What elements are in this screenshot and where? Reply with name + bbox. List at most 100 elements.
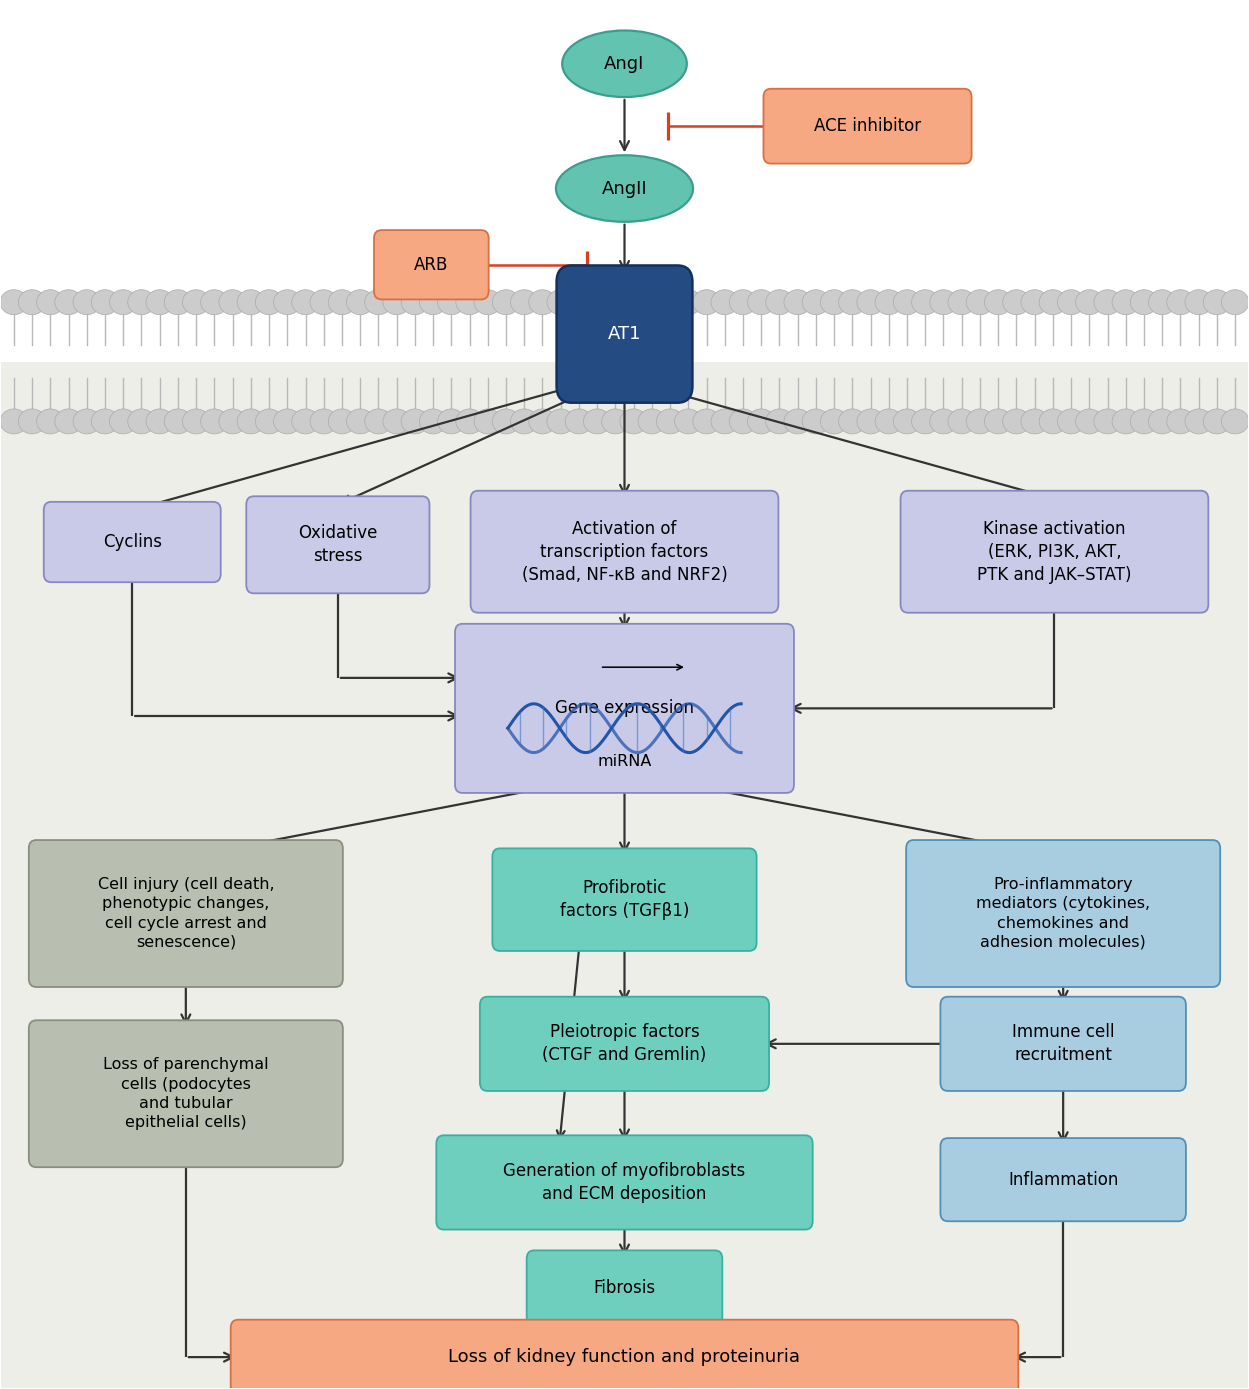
Text: AT1: AT1 [608,325,641,343]
Ellipse shape [36,408,64,433]
Ellipse shape [1130,290,1158,315]
Text: AngII: AngII [602,179,647,197]
Text: Gene expression: Gene expression [555,700,694,717]
Ellipse shape [583,408,611,433]
Ellipse shape [747,290,774,315]
Ellipse shape [984,290,1012,315]
Ellipse shape [146,408,174,433]
Ellipse shape [310,290,337,315]
Ellipse shape [1058,408,1085,433]
Ellipse shape [1020,408,1048,433]
Ellipse shape [893,290,921,315]
Ellipse shape [127,290,155,315]
Ellipse shape [948,290,975,315]
Ellipse shape [328,290,356,315]
Ellipse shape [182,290,210,315]
Ellipse shape [201,408,229,433]
Ellipse shape [91,290,119,315]
FancyBboxPatch shape [557,265,692,403]
Text: Loss of kidney function and proteinuria: Loss of kidney function and proteinuria [448,1349,801,1367]
Text: Oxidative
stress: Oxidative stress [299,524,377,565]
Ellipse shape [838,290,866,315]
Ellipse shape [219,290,246,315]
Text: Pleiotropic factors
(CTGF and Gremlin): Pleiotropic factors (CTGF and Gremlin) [542,1024,707,1064]
Ellipse shape [602,290,629,315]
Ellipse shape [420,408,447,433]
Ellipse shape [566,290,592,315]
Ellipse shape [657,290,683,315]
Ellipse shape [620,290,647,315]
Ellipse shape [1222,408,1249,433]
Ellipse shape [219,408,246,433]
Text: Immune cell
recruitment: Immune cell recruitment [1012,1024,1114,1064]
Text: Profibrotic
factors (TGFβ1): Profibrotic factors (TGFβ1) [560,879,689,920]
Ellipse shape [747,408,774,433]
Ellipse shape [237,290,265,315]
FancyBboxPatch shape [373,231,488,300]
Ellipse shape [528,408,556,433]
FancyBboxPatch shape [29,840,343,988]
Ellipse shape [274,408,301,433]
Ellipse shape [475,408,502,433]
Text: Cyclins: Cyclins [102,533,161,551]
Ellipse shape [1075,290,1103,315]
Ellipse shape [255,408,282,433]
Ellipse shape [274,290,301,315]
Ellipse shape [1185,408,1213,433]
Ellipse shape [784,408,812,433]
Ellipse shape [1003,290,1030,315]
Ellipse shape [693,408,721,433]
Ellipse shape [182,408,210,433]
Text: ACE inhibitor: ACE inhibitor [814,117,921,135]
Ellipse shape [383,408,411,433]
Ellipse shape [1203,290,1230,315]
Ellipse shape [201,290,229,315]
Ellipse shape [528,290,556,315]
Text: Loss of parenchymal
cells (podocytes
and tubular
epithelial cells): Loss of parenchymal cells (podocytes and… [102,1057,269,1131]
Ellipse shape [475,290,502,315]
Ellipse shape [821,290,848,315]
Text: Kinase activation
(ERK, PI3K, AKT,
PTK and JAK–STAT): Kinase activation (ERK, PI3K, AKT, PTK a… [977,519,1132,583]
Ellipse shape [1112,290,1139,315]
Ellipse shape [1094,408,1122,433]
Ellipse shape [511,290,538,315]
Ellipse shape [838,408,866,433]
Ellipse shape [1058,290,1085,315]
FancyBboxPatch shape [480,997,769,1090]
Ellipse shape [562,31,687,97]
Text: Generation of myofibroblasts
and ECM deposition: Generation of myofibroblasts and ECM dep… [503,1163,746,1203]
Ellipse shape [876,290,903,315]
Ellipse shape [967,408,994,433]
Ellipse shape [346,290,373,315]
Ellipse shape [729,290,757,315]
Bar [1,361,1248,1388]
Ellipse shape [127,408,155,433]
Ellipse shape [511,408,538,433]
FancyBboxPatch shape [940,1138,1185,1221]
Ellipse shape [657,408,683,433]
FancyBboxPatch shape [940,997,1185,1090]
Ellipse shape [1020,290,1048,315]
Ellipse shape [583,290,611,315]
Ellipse shape [893,408,921,433]
Ellipse shape [55,408,82,433]
Ellipse shape [638,408,666,433]
Ellipse shape [674,290,702,315]
Ellipse shape [693,290,721,315]
Ellipse shape [1149,408,1177,433]
FancyBboxPatch shape [231,1320,1018,1389]
FancyBboxPatch shape [901,490,1208,613]
Ellipse shape [766,290,793,315]
Text: miRNA: miRNA [597,754,652,770]
Text: Inflammation: Inflammation [1008,1171,1118,1189]
Ellipse shape [547,290,575,315]
Text: Activation of
transcription factors
(Smad, NF-κB and NRF2): Activation of transcription factors (Sma… [522,519,727,583]
Ellipse shape [72,408,100,433]
Text: Fibrosis: Fibrosis [593,1279,656,1297]
Ellipse shape [948,408,975,433]
Ellipse shape [36,290,64,315]
Ellipse shape [1112,408,1139,433]
Ellipse shape [1075,408,1103,433]
FancyBboxPatch shape [455,624,794,793]
Ellipse shape [929,290,957,315]
